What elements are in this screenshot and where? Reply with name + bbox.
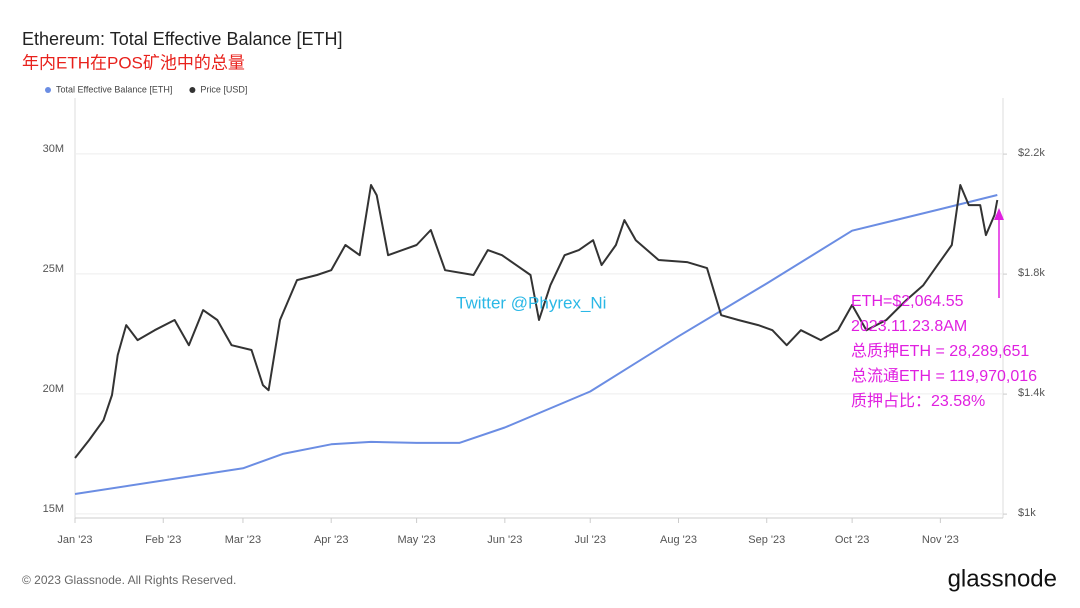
x-tick-label: Jun '23	[487, 534, 522, 546]
annotation: 总质押ETH = 28,289,651	[851, 342, 1029, 360]
annotation: 总流通ETH = 119,970,016	[851, 367, 1037, 385]
y-tick-label: 15M	[43, 503, 64, 515]
annotation: ETH=$2,064.55	[851, 293, 964, 310]
x-tick-label: May '23	[398, 534, 436, 546]
chart-subtitle: 年内ETH在POS矿池中的总量	[22, 53, 245, 72]
legend: Total Effective Balance [ETH] Price [USD]	[45, 84, 247, 94]
series-line	[74, 194, 998, 495]
legend-swatch	[189, 87, 196, 93]
watermark: Twitter @Phyrex_Ni	[456, 293, 606, 312]
logo: glassnode	[948, 565, 1057, 592]
legend-swatch	[45, 87, 51, 93]
grid	[74, 153, 1007, 523]
series-line	[74, 184, 999, 459]
y2-tick-label: $1.4k	[1018, 387, 1045, 399]
y2-tick-label: $1k	[1018, 507, 1036, 519]
x-tick-label: Oct '23	[835, 534, 870, 546]
annotation: 2023.11.23.8AM	[851, 318, 967, 335]
y2-tick-label: $2.2k	[1018, 147, 1045, 159]
y-tick-label: 30M	[43, 143, 64, 155]
x-tick-label: Nov '23	[922, 534, 959, 546]
chart-title: Ethereum: Total Effective Balance [ETH]	[22, 29, 343, 49]
footer: © 2023 Glassnode. All Rights Reserved.	[22, 573, 236, 587]
y-tick-label: 25M	[43, 263, 64, 275]
arrow-head	[994, 208, 1004, 220]
annotation: 质押占比：23.58%	[851, 392, 985, 410]
x-tick-label: Apr '23	[314, 534, 349, 546]
lines	[74, 184, 999, 495]
x-tick-label: Feb '23	[145, 534, 181, 546]
legend-label: Total Effective Balance [ETH]	[56, 84, 172, 94]
x-tick-label: Mar '23	[225, 534, 261, 546]
x-tick-label: Jul '23	[575, 534, 606, 546]
legend-label: Price [USD]	[200, 84, 247, 94]
y2-tick-label: $1.8k	[1018, 267, 1045, 279]
y-tick-label: 20M	[43, 383, 64, 395]
x-tick-label: Aug '23	[660, 534, 697, 546]
annotations: ETH=$2,064.55 2023.11.23.8AM 总质押ETH = 28,2…	[851, 293, 1037, 410]
x-tick-label: Sep '23	[748, 534, 785, 546]
x-tick-label: Jan '23	[57, 534, 92, 546]
